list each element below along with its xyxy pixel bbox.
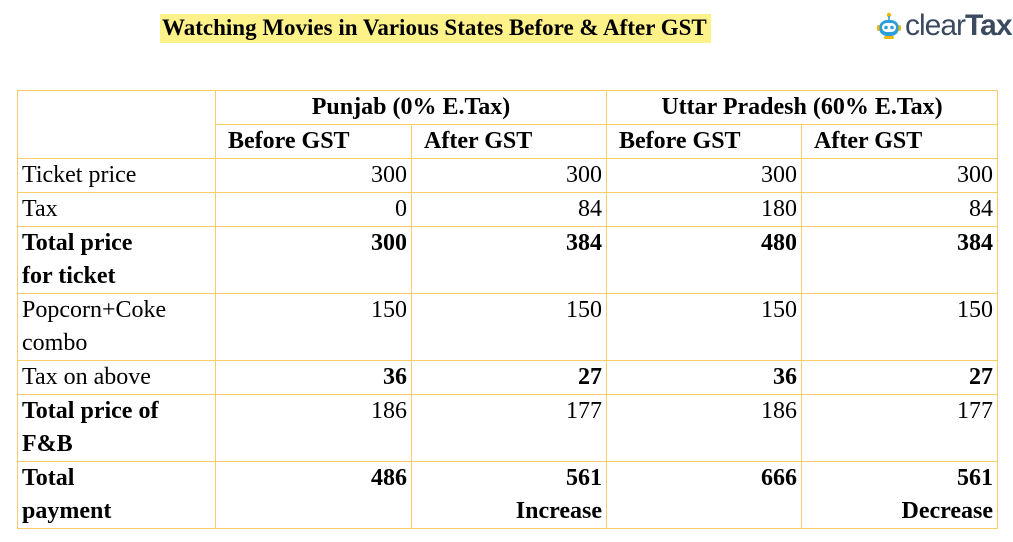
value-cell: 300	[411, 158, 607, 193]
row-label-line: payment	[22, 498, 112, 524]
row-label: Popcorn+Coke combo	[17, 293, 216, 361]
cell-value: 177	[957, 398, 993, 424]
cell-value: 186	[761, 398, 797, 424]
value-cell: 300	[606, 158, 802, 193]
value-cell: 27	[801, 360, 998, 395]
row-label: Ticket price	[17, 158, 216, 193]
subheader-before-gst: Before GST	[606, 124, 802, 159]
table-row: Total price of F&B 186 177 186 177	[17, 394, 998, 462]
value-cell: 486	[215, 461, 412, 529]
cell-value: 486	[371, 465, 407, 491]
cell-value: 300	[371, 230, 407, 256]
value-cell: 666	[606, 461, 802, 529]
cleartax-wordmark: clearTax	[905, 9, 1013, 42]
value-cell: 186	[215, 394, 412, 462]
change-note: Increase	[515, 498, 602, 524]
cell-value: 27	[578, 364, 602, 390]
cleartax-logo: clearTax	[876, 8, 1013, 44]
corner-cell	[17, 90, 216, 159]
cell-value: 150	[371, 297, 407, 323]
cell-value: 177	[566, 398, 602, 424]
row-label-line: Total price	[22, 230, 133, 256]
header: Watching Movies in Various States Before…	[0, 8, 1013, 48]
subheader-after-gst: After GST	[801, 124, 998, 159]
cell-value: 300	[371, 162, 407, 188]
row-label: Total price for ticket	[17, 226, 216, 294]
cell-value: 0	[395, 196, 407, 222]
cell-value: 480	[761, 230, 797, 256]
row-label: Total payment	[17, 461, 216, 529]
cell-value: 561	[957, 465, 993, 491]
value-cell: 36	[215, 360, 412, 395]
cell-value: 666	[761, 465, 797, 491]
row-label: Tax	[17, 192, 216, 227]
cell-value: 84	[578, 196, 602, 222]
cell-value: 300	[957, 162, 993, 188]
table-row: Total price for ticket 300 384 480 384	[17, 226, 998, 294]
row-label-line: Total price of	[22, 398, 159, 424]
subheader-before-gst: Before GST	[215, 124, 412, 159]
cell-value: 300	[566, 162, 602, 188]
value-cell: 384	[411, 226, 607, 294]
page-title: Watching Movies in Various States Before…	[160, 14, 711, 43]
value-cell: 180	[606, 192, 802, 227]
cell-value: 36	[773, 364, 797, 390]
cell-value: 150	[957, 297, 993, 323]
subheader-after-gst: After GST	[411, 124, 607, 159]
value-cell: 300	[215, 158, 412, 193]
change-note: Decrease	[901, 498, 994, 524]
row-label-line: Tax on above	[22, 364, 151, 390]
value-cell: 384	[801, 226, 998, 294]
group-header-uttar-pradesh: Uttar Pradesh (60% E.Tax)	[606, 90, 998, 125]
value-cell: 36	[606, 360, 802, 395]
cell-value: 384	[566, 230, 602, 256]
value-cell: 177	[411, 394, 607, 462]
subheader-row: Before GST After GST Before GST After GS…	[18, 124, 998, 159]
value-cell: 27	[411, 360, 607, 395]
value-cell: 300	[215, 226, 412, 294]
row-label-line: Popcorn+Coke	[22, 297, 167, 323]
row-label-line: Ticket price	[22, 162, 137, 188]
value-cell: 300	[801, 158, 998, 193]
gst-comparison-table: Punjab (0% E.Tax) Uttar Pradesh (60% E.T…	[17, 90, 998, 529]
cell-value: 384	[957, 230, 993, 256]
table-row: Tax 0 84 180 84	[17, 192, 998, 227]
value-cell: 561 Increase	[411, 461, 607, 529]
value-cell: 84	[411, 192, 607, 227]
cell-value: 150	[566, 297, 602, 323]
value-cell: 177	[801, 394, 998, 462]
value-cell: 186	[606, 394, 802, 462]
group-header-punjab: Punjab (0% E.Tax)	[215, 90, 607, 125]
row-label-line: Total	[22, 465, 75, 491]
table-body: Ticket price 300 300 300 300 Tax 0 84 180 84 Total…	[17, 158, 998, 529]
row-label-line: F&B	[22, 431, 73, 457]
table-row: Total payment 486 561 Increase 666 561 Decrease	[17, 461, 998, 529]
cell-value: 84	[969, 196, 993, 222]
value-cell: 84	[801, 192, 998, 227]
row-label: Total price of F&B	[17, 394, 216, 462]
cleartax-robot-icon	[877, 12, 901, 39]
value-cell: 150	[801, 293, 998, 361]
group-header-row: Punjab (0% E.Tax) Uttar Pradesh (60% E.T…	[17, 90, 998, 159]
row-label-line: Tax	[22, 196, 58, 222]
cell-value: 180	[761, 196, 797, 222]
cell-value: 27	[969, 364, 993, 390]
cell-value: 186	[371, 398, 407, 424]
value-cell: 150	[215, 293, 412, 361]
value-cell: 480	[606, 226, 802, 294]
cell-value: 561	[566, 465, 602, 491]
value-cell: 561 Decrease	[801, 461, 998, 529]
value-cell: 0	[215, 192, 412, 227]
row-label-line: for ticket	[22, 263, 116, 289]
value-cell: 150	[606, 293, 802, 361]
row-label-line: combo	[22, 330, 88, 356]
cell-value: 36	[383, 364, 407, 390]
cell-value: 300	[761, 162, 797, 188]
table-row: Ticket price 300 300 300 300	[17, 158, 998, 193]
table-row: Tax on above 36 27 36 27	[17, 360, 998, 395]
value-cell: 150	[411, 293, 607, 361]
cell-value: 150	[761, 297, 797, 323]
table-row: Popcorn+Coke combo 150 150 150 150	[17, 293, 998, 361]
row-label: Tax on above	[17, 360, 216, 395]
